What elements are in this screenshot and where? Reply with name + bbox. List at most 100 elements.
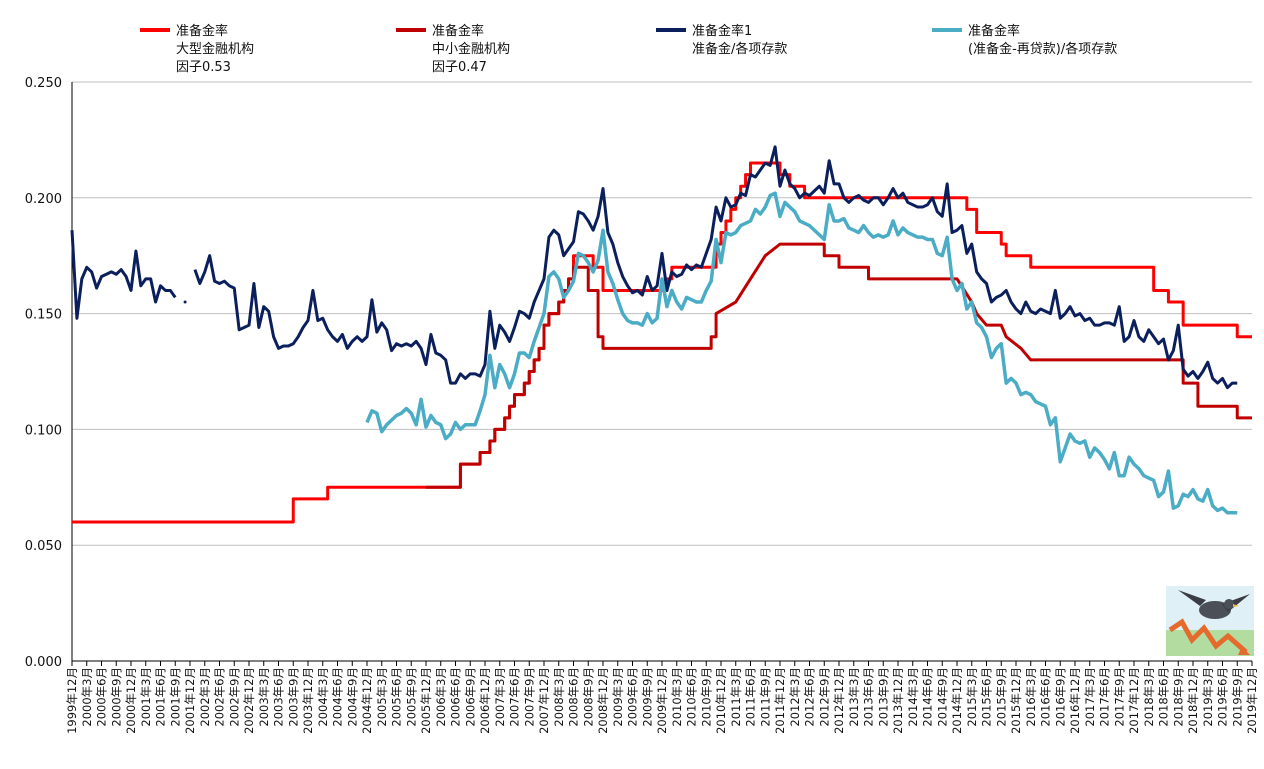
x-tick-label: 2019年12月 <box>1245 667 1259 734</box>
x-tick-label: 2016年9月 <box>1053 667 1067 727</box>
x-tick-label: 2003年3月 <box>257 667 271 727</box>
legend-label: 准备金率 <box>432 23 484 39</box>
series-1 <box>426 242 1252 489</box>
x-tick-label: 2011年6月 <box>744 667 758 727</box>
x-tick-label: 2012年9月 <box>817 667 831 727</box>
x-tick-label: 2014年9月 <box>935 667 949 727</box>
legend-label: 准备金/各项存款 <box>692 41 787 57</box>
x-tick-label: 2000年6月 <box>95 667 109 727</box>
x-tick-label: 2008年12月 <box>596 667 610 734</box>
y-tick-label: 0.200 <box>25 192 62 207</box>
x-tick-label: 2005年12月 <box>419 667 433 734</box>
x-tick-label: 2013年3月 <box>847 667 861 727</box>
x-tick-label: 2000年3月 <box>80 667 94 727</box>
series-0 <box>72 161 1252 524</box>
legend-label: 大型金融机构 <box>176 41 254 57</box>
x-tick-label: 2017年9月 <box>1112 667 1126 727</box>
x-tick-label: 2010年12月 <box>714 667 728 734</box>
legend-label: 准备金率 <box>968 23 1020 39</box>
y-tick-label: 0.150 <box>25 308 62 323</box>
x-tick-label: 2014年6月 <box>921 667 935 727</box>
series-layer <box>70 145 1252 524</box>
x-tick-label: 2013年6月 <box>862 667 876 727</box>
x-tick-label: 2009年12月 <box>655 667 669 734</box>
x-tick-label: 2016年3月 <box>1024 667 1038 727</box>
x-tick-label: 2015年6月 <box>980 667 994 727</box>
legend-item-2: 准备金率1 准备金/各项存款 <box>656 23 787 57</box>
x-tick-label: 2011年3月 <box>729 667 743 727</box>
legend-item-3: 准备金率 (准备金-再贷款)/各项存款 <box>932 23 1117 57</box>
series-line <box>426 242 1252 489</box>
x-tick-label: 2007年3月 <box>493 667 507 727</box>
y-tick-label: 0.250 <box>25 76 62 91</box>
x-tick-label: 2004年12月 <box>360 667 374 734</box>
x-tick-label: 2016年12月 <box>1068 667 1082 734</box>
x-tick-label: 2019年9月 <box>1230 667 1244 727</box>
series-2 <box>70 145 1238 390</box>
x-tick-label: 2008年6月 <box>567 667 581 727</box>
x-tick-label: 2008年9月 <box>581 667 595 727</box>
x-tick-label: 2004年3月 <box>316 667 330 727</box>
y-tick-label: 0.050 <box>25 539 62 554</box>
legend-label: (准备金-再贷款)/各项存款 <box>968 41 1117 57</box>
x-tick-label: 2009年9月 <box>640 667 654 727</box>
x-tick-label: 2005年9月 <box>404 667 418 727</box>
x-tick-label: 2016年6月 <box>1039 667 1053 727</box>
x-tick-label: 2015年9月 <box>994 667 1008 727</box>
x-tick-label: 2006年12月 <box>478 667 492 734</box>
x-tick-label: 2014年12月 <box>950 667 964 734</box>
y-tick-label: 0.000 <box>25 655 62 670</box>
x-tick-label: 2019年6月 <box>1216 667 1230 727</box>
series-point <box>183 300 187 304</box>
x-tick-label: 2000年12月 <box>124 667 138 734</box>
x-tick-label: 2006年9月 <box>463 667 477 727</box>
x-tick-label: 2018年6月 <box>1157 667 1171 727</box>
series-line <box>193 145 1238 390</box>
legend-label: 中小金融机构 <box>432 41 510 57</box>
x-tick-label: 2003年6月 <box>272 667 286 727</box>
x-tick-label: 2001年6月 <box>154 667 168 727</box>
legend-label: 因子0.47 <box>432 60 487 75</box>
x-tick-label: 2003年12月 <box>301 667 315 734</box>
x-tick-label: 2002年9月 <box>227 667 241 727</box>
legend-label: 准备金率 <box>176 23 228 39</box>
x-tick-label: 2004年6月 <box>331 667 345 727</box>
legend-label: 准备金率1 <box>692 23 752 39</box>
x-tick-label: 2006年3月 <box>434 667 448 727</box>
x-tick-label: 2017年6月 <box>1098 667 1112 727</box>
bird-over-falling-arrow-icon <box>1166 586 1254 656</box>
x-tick-label: 2017年12月 <box>1127 667 1141 734</box>
x-tick-label: 2015年12月 <box>1009 667 1023 734</box>
x-tick-label: 1999年12月 <box>65 667 79 734</box>
series-line <box>72 161 1252 524</box>
series-line <box>70 230 177 320</box>
y-tick-label: 0.100 <box>25 423 62 438</box>
x-tick-label: 2001年12月 <box>183 667 197 734</box>
x-tick-label: 2000年9月 <box>109 667 123 727</box>
x-tick-label: 2002年12月 <box>242 667 256 734</box>
x-tick-label: 2004年9月 <box>345 667 359 727</box>
x-tick-label: 2003年9月 <box>286 667 300 727</box>
x-tick-label: 2009年3月 <box>611 667 625 727</box>
x-tick-label: 2018年12月 <box>1186 667 1200 734</box>
decor-image <box>1166 586 1254 656</box>
x-tick-label: 2014年3月 <box>906 667 920 727</box>
legend-label: 因子0.53 <box>176 60 231 75</box>
x-tick-label: 2005年6月 <box>390 667 404 727</box>
x-tick-label: 2018年3月 <box>1142 667 1156 727</box>
x-tick-label: 2011年9月 <box>758 667 772 727</box>
x-tick-label: 2013年12月 <box>891 667 905 734</box>
x-tick-label: 2010年3月 <box>670 667 684 727</box>
series-3 <box>365 191 1238 515</box>
x-tick-label: 2002年6月 <box>213 667 227 727</box>
x-tick-label: 2019年3月 <box>1201 667 1215 727</box>
x-tick-label: 2007年6月 <box>508 667 522 727</box>
x-tick-label: 2017年3月 <box>1083 667 1097 727</box>
x-tick-label: 2007年12月 <box>537 667 551 734</box>
series-line <box>365 191 1238 515</box>
x-tick-label: 2013年9月 <box>876 667 890 727</box>
